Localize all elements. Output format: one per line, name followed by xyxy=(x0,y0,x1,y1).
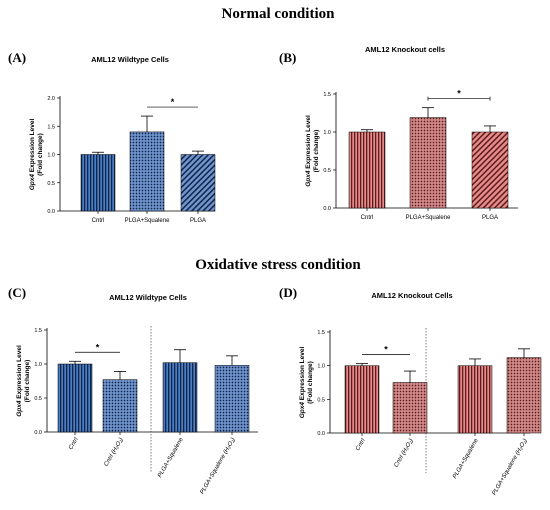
significance-star: * xyxy=(171,97,175,107)
chart-panel-2: (B) AML12 Knockout cells Gpx4 Expression L… xyxy=(279,45,518,221)
bar xyxy=(409,117,447,209)
chart-panel-3: (C) AML12 Wildtype Cells Gpx4 Expression L… xyxy=(8,285,258,496)
y-tick-label: 0.0 xyxy=(34,430,42,436)
y-tick-label: 1.5 xyxy=(323,92,331,98)
chart-title: AML12 Wildtype Cells xyxy=(91,55,169,64)
y-tick-label: 0.5 xyxy=(34,396,42,402)
y-tick-label: 0.0 xyxy=(47,209,55,215)
bar xyxy=(57,363,93,433)
bar xyxy=(392,382,428,434)
y-tick-label: 1.0 xyxy=(323,130,331,136)
y-tick-label: 1.5 xyxy=(34,328,42,334)
x-tick-label: PLGA+Squalene (H₂O₂) xyxy=(199,437,236,496)
bar xyxy=(344,365,380,434)
y-tick-label: 0.0 xyxy=(323,206,331,212)
x-tick-label: Cntrl (H₂O₂) xyxy=(104,437,125,468)
x-tick-label: PLGA xyxy=(482,215,498,221)
x-tick-label: PLGA+Squalene xyxy=(125,218,171,224)
bar xyxy=(348,131,386,209)
bar xyxy=(80,154,116,212)
chart-title: AML12 Knockout cells xyxy=(365,45,445,54)
significance-star: * xyxy=(96,342,100,352)
panel-letter: (B) xyxy=(279,50,296,65)
panel-letter: (D) xyxy=(279,285,297,300)
panel-letter: (C) xyxy=(8,285,26,300)
bar xyxy=(162,362,198,433)
y-tick-label: 0.5 xyxy=(47,181,55,187)
y-axis-label: Gpx4 Expression Level xyxy=(29,119,36,191)
y-axis-label: (Fold change) xyxy=(307,361,314,404)
bar xyxy=(457,365,493,434)
y-tick-label: 0.5 xyxy=(323,168,331,174)
y-tick-label: 1.0 xyxy=(317,364,325,370)
y-tick-label: 0.0 xyxy=(317,431,325,437)
x-tick-label: PLGA xyxy=(190,218,206,224)
bar xyxy=(129,131,165,212)
x-tick-label: Cntrl xyxy=(361,215,374,221)
bar xyxy=(102,379,138,433)
x-tick-label: PLGA+Squalene xyxy=(157,436,185,478)
y-axis-label: Gpx4 Expression Level xyxy=(305,115,312,187)
x-tick-label: Cntrl xyxy=(68,436,80,451)
x-tick-label: PLGA+Squalene xyxy=(452,437,480,479)
panel-letter: (A) xyxy=(8,50,26,65)
significance-star: * xyxy=(457,89,461,99)
y-axis-label: Gpx4 Expression Level xyxy=(299,347,306,419)
chart-title: AML12 Wildtype Cells xyxy=(109,293,187,302)
y-axis-label: (Fold change) xyxy=(313,130,320,173)
significance-star: * xyxy=(384,345,388,355)
y-tick-label: 1.5 xyxy=(317,330,325,336)
chart-title: AML12 Knockout Cells xyxy=(371,291,452,300)
y-axis-label: (Fold change) xyxy=(37,133,44,176)
heading-oxidative-stress-condition: Oxidative stress condition xyxy=(195,257,361,273)
bar xyxy=(180,154,216,212)
x-tick-label: Cntrl xyxy=(355,437,367,452)
y-tick-label: 1.0 xyxy=(47,153,55,159)
bar xyxy=(506,357,542,434)
y-tick-label: 0.5 xyxy=(317,397,325,403)
x-tick-label: PLGA+Squalene xyxy=(406,215,452,221)
chart-panel-1: (A) AML12 Wildtype Cells Gpx4 Expression L… xyxy=(8,50,216,224)
y-tick-label: 2.0 xyxy=(47,96,55,102)
x-tick-label: PLGA+Squalene (H₂O₂) xyxy=(491,438,528,497)
heading-normal-condition: Normal condition xyxy=(222,6,336,22)
x-tick-label: Cntrl (H₂O₂) xyxy=(394,438,415,469)
y-tick-label: 1.5 xyxy=(47,124,55,130)
y-tick-label: 1.0 xyxy=(34,362,42,368)
bar xyxy=(471,131,509,209)
chart-panel-4: (D) AML12 Knockout Cells Gpx4 Expression L… xyxy=(279,285,542,497)
x-tick-label: Cntrl xyxy=(92,218,105,224)
y-axis-label: (Fold change) xyxy=(24,360,31,403)
y-axis-label: Gpx4 Expression Level xyxy=(16,345,23,417)
bar xyxy=(214,365,250,433)
